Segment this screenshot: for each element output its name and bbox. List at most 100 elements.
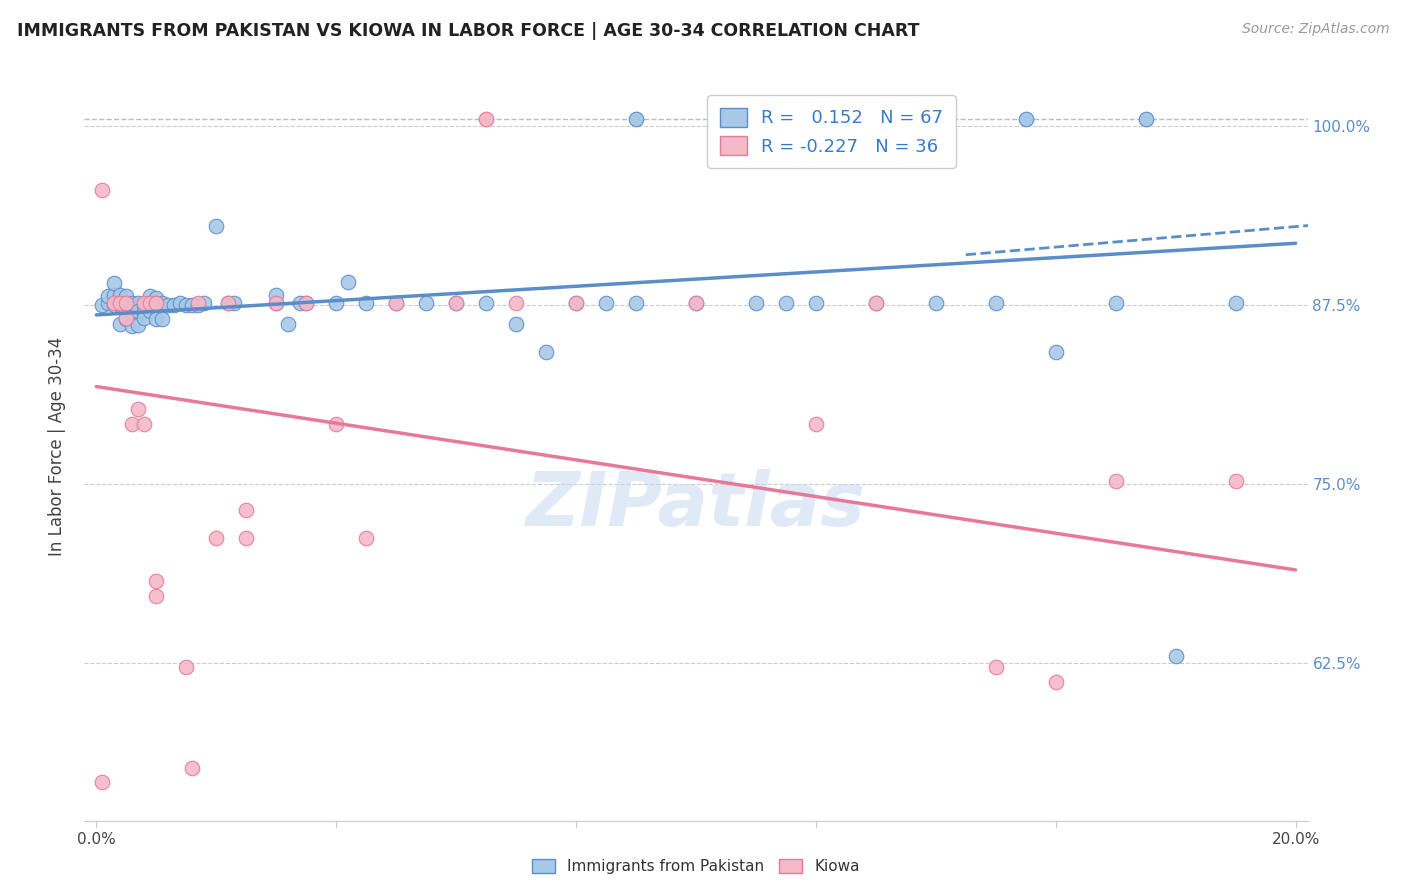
Point xyxy=(115,298,138,312)
Point xyxy=(984,660,1007,674)
Legend: R =   0.152   N = 67, R = -0.227   N = 36: R = 0.152 N = 67, R = -0.227 N = 36 xyxy=(707,95,956,169)
Point xyxy=(505,296,527,310)
Point xyxy=(145,296,167,310)
Point xyxy=(290,296,312,310)
Point xyxy=(103,298,125,312)
Point xyxy=(115,312,138,326)
Point xyxy=(685,296,707,310)
Point xyxy=(1135,112,1157,126)
Point xyxy=(505,317,527,331)
Point xyxy=(534,345,557,359)
Point xyxy=(475,112,498,126)
Text: ZIPatlas: ZIPatlas xyxy=(526,469,866,542)
Point xyxy=(277,317,299,331)
Point xyxy=(354,296,377,310)
Point xyxy=(415,296,437,310)
Point xyxy=(475,296,498,310)
Point xyxy=(264,296,287,310)
Point xyxy=(115,289,138,303)
Point xyxy=(121,296,143,310)
Point xyxy=(181,298,204,312)
Point xyxy=(127,303,149,318)
Point xyxy=(91,775,114,789)
Point xyxy=(127,318,149,332)
Point xyxy=(1105,296,1128,310)
Point xyxy=(595,296,617,310)
Point xyxy=(181,761,204,775)
Point xyxy=(925,296,948,310)
Point xyxy=(984,296,1007,310)
Point xyxy=(205,219,228,233)
Point xyxy=(1045,345,1067,359)
Point xyxy=(127,402,149,417)
Point xyxy=(145,574,167,589)
Point xyxy=(150,312,173,326)
Point xyxy=(121,417,143,431)
Point xyxy=(187,298,209,312)
Point xyxy=(97,289,120,303)
Point xyxy=(1015,112,1038,126)
Point xyxy=(145,291,167,305)
Point xyxy=(865,296,887,310)
Point xyxy=(444,296,467,310)
Point xyxy=(91,298,114,312)
Point xyxy=(127,296,149,310)
Point xyxy=(745,296,768,310)
Point xyxy=(103,296,125,310)
Point xyxy=(235,532,257,546)
Point xyxy=(134,298,156,312)
Point xyxy=(174,298,197,312)
Point xyxy=(121,312,143,326)
Y-axis label: In Labor Force | Age 30-34: In Labor Force | Age 30-34 xyxy=(48,336,66,556)
Point xyxy=(624,112,647,126)
Point xyxy=(134,417,156,431)
Point xyxy=(325,417,347,431)
Point xyxy=(121,319,143,334)
Point xyxy=(145,312,167,326)
Point xyxy=(804,417,827,431)
Point xyxy=(134,310,156,325)
Point xyxy=(1225,296,1247,310)
Point xyxy=(337,275,360,289)
Point xyxy=(217,296,239,310)
Point xyxy=(1164,648,1187,663)
Point xyxy=(103,277,125,291)
Point xyxy=(894,112,917,126)
Point xyxy=(217,296,239,310)
Point xyxy=(134,305,156,319)
Point xyxy=(385,296,408,310)
Point xyxy=(804,296,827,310)
Point xyxy=(205,532,228,546)
Point xyxy=(163,298,186,312)
Point xyxy=(169,296,191,310)
Point xyxy=(264,288,287,302)
Point xyxy=(174,660,197,674)
Point xyxy=(264,296,287,310)
Point xyxy=(187,296,209,310)
Text: Source: ZipAtlas.com: Source: ZipAtlas.com xyxy=(1241,22,1389,37)
Point xyxy=(115,310,138,325)
Point xyxy=(1225,474,1247,488)
Point xyxy=(385,296,408,310)
Point xyxy=(624,296,647,310)
Point xyxy=(97,296,120,310)
Point xyxy=(193,296,215,310)
Point xyxy=(110,288,132,302)
Point xyxy=(354,532,377,546)
Point xyxy=(565,296,588,310)
Point xyxy=(145,298,167,312)
Point xyxy=(91,183,114,197)
Text: IMMIGRANTS FROM PAKISTAN VS KIOWA IN LABOR FORCE | AGE 30-34 CORRELATION CHART: IMMIGRANTS FROM PAKISTAN VS KIOWA IN LAB… xyxy=(17,22,920,40)
Point xyxy=(157,298,180,312)
Point xyxy=(444,296,467,310)
Point xyxy=(685,296,707,310)
Point xyxy=(115,305,138,319)
Point xyxy=(139,296,162,310)
Point xyxy=(1105,474,1128,488)
Point xyxy=(103,288,125,302)
Point xyxy=(145,589,167,603)
Point xyxy=(110,317,132,331)
Point xyxy=(115,296,138,310)
Point xyxy=(235,502,257,516)
Point xyxy=(325,296,347,310)
